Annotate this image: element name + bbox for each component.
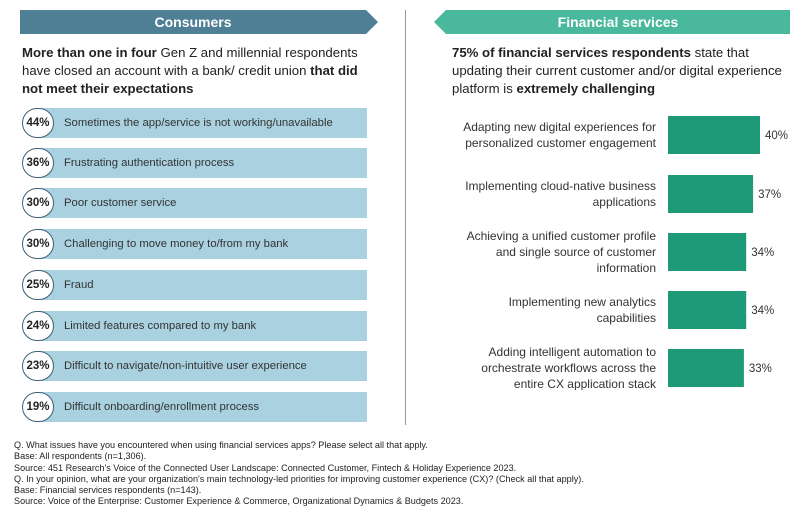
financial-services-header: Financial services — [446, 10, 790, 34]
category-label-line: entire CX application stack — [514, 377, 657, 390]
footnote-line: Base: All respondents (n=1,306). — [14, 451, 794, 462]
consumer-item: 44% Sometimes the app/service is not wor… — [22, 108, 367, 138]
category-label-line: Implementing cloud-native business — [465, 179, 656, 193]
consumer-item-label: Frustrating authentication process — [64, 148, 234, 178]
category-label: Implementing cloud-native business applic… — [465, 179, 656, 209]
consumer-item-percent: 30% — [22, 229, 54, 259]
footnotes: Q. What issues have you encountered when… — [14, 440, 794, 508]
bar-1 — [668, 116, 760, 154]
consumer-item-percent: 30% — [22, 188, 54, 218]
category-label-line: capabilities — [597, 311, 656, 325]
consumer-item: 36% Frustrating authentication process — [22, 148, 367, 178]
consumer-item: 25% Fraud — [22, 270, 367, 300]
consumer-item-percent: 24% — [22, 311, 54, 341]
consumer-item-label: Poor customer service — [64, 188, 176, 218]
category-label-line: personalized customer engagement — [465, 136, 656, 150]
bar-value-label: 34% — [751, 247, 774, 259]
category-label-line: Adapting new digital experiences for — [463, 120, 656, 134]
bar-value-label: 33% — [749, 363, 772, 375]
bar-value-label: 34% — [751, 305, 774, 317]
consumer-item: 24% Limited features compared to my bank — [22, 311, 367, 341]
bar-value-label: 37% — [758, 189, 781, 201]
consumer-item-percent: 23% — [22, 351, 54, 381]
category-label-line: Implementing new analytics — [509, 295, 656, 309]
financial-intro-bold-2: extremely challenging — [517, 81, 656, 96]
category-label-line: and single source of customer — [496, 245, 656, 259]
bar-5 — [668, 349, 744, 387]
consumer-item-percent: 36% — [22, 148, 54, 178]
footnote-line: Q. What issues have you encountered when… — [14, 440, 794, 451]
footnote-line: Source: Voice of the Enterprise: Custome… — [14, 496, 794, 507]
consumer-item-percent: 44% — [22, 108, 54, 138]
consumer-item: 30% Poor customer service — [22, 188, 367, 218]
category-label-line: orchestrate workflows across the — [481, 361, 656, 375]
footnote-line: Q. In your opinion, what are your organi… — [14, 474, 794, 485]
financial-intro-bold-1: 75% of financial services respondents — [452, 45, 691, 60]
category-label: Achieving a unified customer profile and … — [467, 229, 657, 275]
category-label: Adapting new digital experiences for pers… — [463, 120, 656, 150]
consumers-intro: More than one in four Gen Z and millenni… — [22, 44, 372, 98]
bar-value-label: 40% — [765, 130, 788, 142]
consumer-item-label: Sometimes the app/service is not working… — [64, 108, 333, 138]
consumers-header: Consumers — [20, 10, 366, 34]
bar-2 — [668, 175, 753, 213]
consumer-item-label: Fraud — [64, 270, 94, 300]
financial-intro: 75% of financial services respondents st… — [452, 44, 782, 98]
consumer-item-percent: 25% — [22, 270, 54, 300]
consumer-item-label: Limited features compared to my bank — [64, 311, 256, 341]
consumer-item-label: Difficult onboarding/enrollment process — [64, 392, 259, 422]
footnote-line: Source: 451 Research's Voice of the Conn… — [14, 463, 794, 474]
financial-priorities-chart: 40% Adapting new digital experiences for p… — [406, 100, 806, 390]
category-label-line: Achieving a unified customer profile — [467, 229, 657, 243]
category-label-line: applications — [593, 195, 656, 209]
consumer-item-label: Challenging to move money to/from my ban… — [64, 229, 288, 259]
consumer-item: 23% Difficult to navigate/non-intuitive … — [22, 351, 367, 381]
category-label-line: information — [597, 261, 656, 275]
category-label: Adding intelligent automation to orchestr… — [481, 345, 657, 390]
category-label: Implementing new analytics capabilities — [509, 295, 656, 325]
consumer-item-percent: 19% — [22, 392, 54, 422]
consumers-intro-bold-1: More than one in four — [22, 45, 157, 60]
footnote-line: Base: Financial services respondents (n=… — [14, 485, 794, 496]
consumer-item-label: Difficult to navigate/non-intuitive user… — [64, 351, 307, 381]
category-label-line: Adding intelligent automation to — [489, 345, 657, 359]
consumer-item: 30% Challenging to move money to/from my… — [22, 229, 367, 259]
bar-4 — [668, 291, 746, 329]
consumer-item: 19% Difficult onboarding/enrollment proc… — [22, 392, 367, 422]
bar-3 — [668, 233, 746, 271]
